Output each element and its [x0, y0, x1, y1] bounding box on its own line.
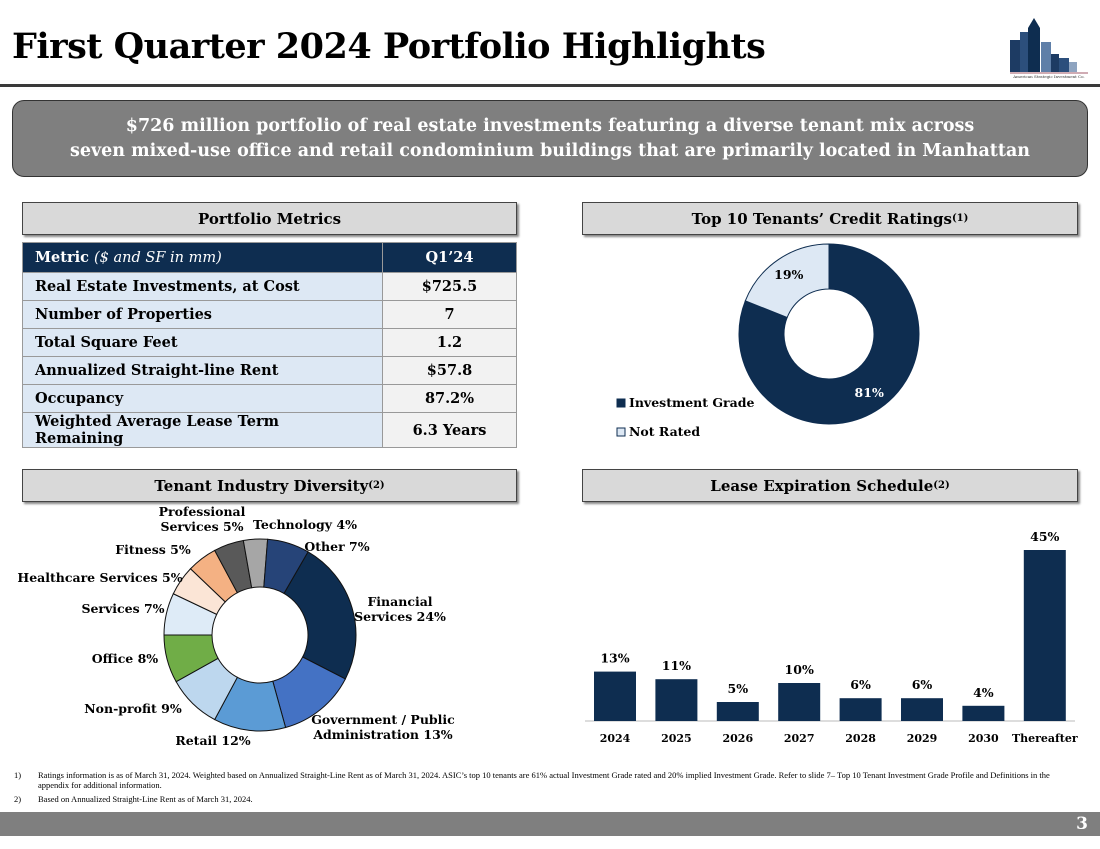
- table-header-row: Metric ($ and SF in mm) Q1’24: [22, 242, 517, 273]
- page-number: 3: [1076, 814, 1088, 834]
- data-label: Non-profit 9%: [84, 701, 182, 716]
- q1-header: Q1’24: [382, 242, 517, 273]
- credit-ratings-header: Top 10 Tenants’ Credit Ratings (1): [582, 202, 1078, 235]
- x-tick-label: 2030: [968, 732, 999, 745]
- portfolio-metrics-table: Metric ($ and SF in mm) Q1’24 Real Estat…: [22, 242, 517, 448]
- table-row: Annualized Straight-line Rent $57.8: [22, 356, 517, 385]
- x-tick-label: 2026: [722, 732, 753, 745]
- legend-swatch: [616, 398, 626, 408]
- footnote-2: 2) Based on Annualized Straight-Line Rent…: [14, 794, 253, 804]
- metric-header: Metric ($ and SF in mm): [22, 242, 383, 273]
- data-label: Other 7%: [304, 539, 369, 554]
- data-label: 6%: [850, 677, 871, 692]
- bar-2029: [901, 698, 943, 721]
- legend-label: Investment Grade: [629, 395, 754, 410]
- metric-value: 6.3 Years: [382, 412, 517, 448]
- data-label: Professional Services 5%: [159, 505, 246, 534]
- data-label: Office 8%: [92, 651, 159, 666]
- section-title: Tenant Industry Diversity: [154, 476, 369, 495]
- data-label: Retail 12%: [175, 733, 250, 748]
- slice-financial-services: [283, 551, 357, 680]
- bar-thereafter: [1023, 550, 1066, 721]
- banner-line-2: seven mixed-use office and retail condom…: [69, 140, 1031, 161]
- section-title: Portfolio Metrics: [197, 209, 342, 228]
- credit-ratings-chart: 81% 19% Investment Grade Not Rated: [616, 243, 920, 439]
- metric-value: 87.2%: [382, 384, 517, 413]
- x-tick-label: 2025: [661, 732, 692, 745]
- data-label: 11%: [662, 658, 691, 673]
- data-label: 4%: [973, 685, 994, 700]
- bar-2024: [594, 671, 636, 721]
- title-divider: [0, 84, 1100, 87]
- table-row: Occupancy 87.2%: [22, 384, 517, 413]
- data-label: 6%: [912, 677, 933, 692]
- bar-2025: [655, 679, 698, 721]
- section-title: Lease Expiration Schedule: [710, 476, 934, 495]
- bar-2026: [716, 702, 759, 721]
- data-label: 10%: [785, 662, 814, 677]
- data-label: 81%: [855, 385, 884, 400]
- bar-2030: [962, 705, 1005, 721]
- data-label: Healthcare Services 5%: [17, 570, 182, 585]
- table-row: Real Estate Investments, at Cost $725.5: [22, 272, 517, 301]
- metric-value: $57.8: [382, 356, 517, 385]
- x-tick-label: 2029: [907, 732, 938, 745]
- portfolio-metrics-header: Portfolio Metrics: [22, 202, 517, 235]
- x-tick-label: 2027: [784, 732, 815, 745]
- company-logo: American Strategic Investment Co.: [1010, 18, 1088, 79]
- lease-expiration-header: Lease Expiration Schedule (2): [582, 469, 1078, 502]
- data-label: 13%: [600, 651, 629, 666]
- bar-2028: [839, 698, 882, 721]
- x-tick-label: 2028: [845, 732, 876, 745]
- data-label: Government / Public Administration 13%: [311, 712, 455, 742]
- table-row: Total Square Feet 1.2: [22, 328, 517, 357]
- data-label: 45%: [1030, 529, 1059, 544]
- bar-2027: [778, 683, 821, 721]
- metric-value: 1.2: [382, 328, 517, 357]
- data-label: Fitness 5%: [115, 542, 191, 557]
- x-tick-label: 2024: [600, 732, 631, 745]
- metric-name: Real Estate Investments, at Cost: [22, 272, 383, 301]
- footnote-1: 1) Ratings information is as of March 31,…: [14, 770, 1050, 790]
- data-label: 5%: [728, 681, 749, 696]
- industry-header: Tenant Industry Diversity (2): [22, 469, 517, 502]
- banner-line-1: $726 million portfolio of real estate in…: [125, 115, 975, 136]
- slice-investment-grade: [738, 243, 920, 425]
- legend-swatch: [616, 427, 626, 437]
- summary-banner: $726 million portfolio of real estate in…: [12, 100, 1088, 177]
- tenant-industry-chart: Financial Services 24% Government / Public…: [17, 505, 455, 748]
- table-row: Weighted Average Lease Term Remaining 6.3…: [22, 412, 517, 448]
- slice-other: [263, 538, 309, 595]
- metric-value: 7: [382, 300, 517, 329]
- legend-label: Not Rated: [629, 424, 700, 439]
- table-row: Number of Properties 7: [22, 300, 517, 329]
- section-title: Top 10 Tenants’ Credit Ratings: [691, 209, 952, 228]
- data-label: 19%: [774, 267, 803, 282]
- x-tick-label: Thereafter: [1012, 732, 1078, 745]
- metric-name: Weighted Average Lease Term Remaining: [22, 412, 383, 448]
- lease-expiration-chart: 13% 2024 11% 2025 5% 2026 10% 2027 6% 2028 6% 2029 4…: [585, 529, 1078, 745]
- slice-not-rated: [744, 243, 830, 319]
- page-title: First Quarter 2024 Portfolio Highlights: [12, 26, 766, 67]
- metric-name: Annualized Straight-line Rent: [22, 356, 383, 385]
- data-label: Technology 4%: [253, 517, 357, 532]
- metric-name: Number of Properties: [22, 300, 383, 329]
- footer-bar: [0, 812, 1100, 836]
- metric-name: Total Square Feet: [22, 328, 383, 357]
- svg-text:American Strategic Investment: American Strategic Investment Co.: [1012, 74, 1084, 79]
- data-label: Services 7%: [81, 601, 164, 616]
- data-label: Financial Services 24%: [354, 594, 446, 624]
- metric-name: Occupancy: [22, 384, 383, 413]
- metric-value: $725.5: [382, 272, 517, 301]
